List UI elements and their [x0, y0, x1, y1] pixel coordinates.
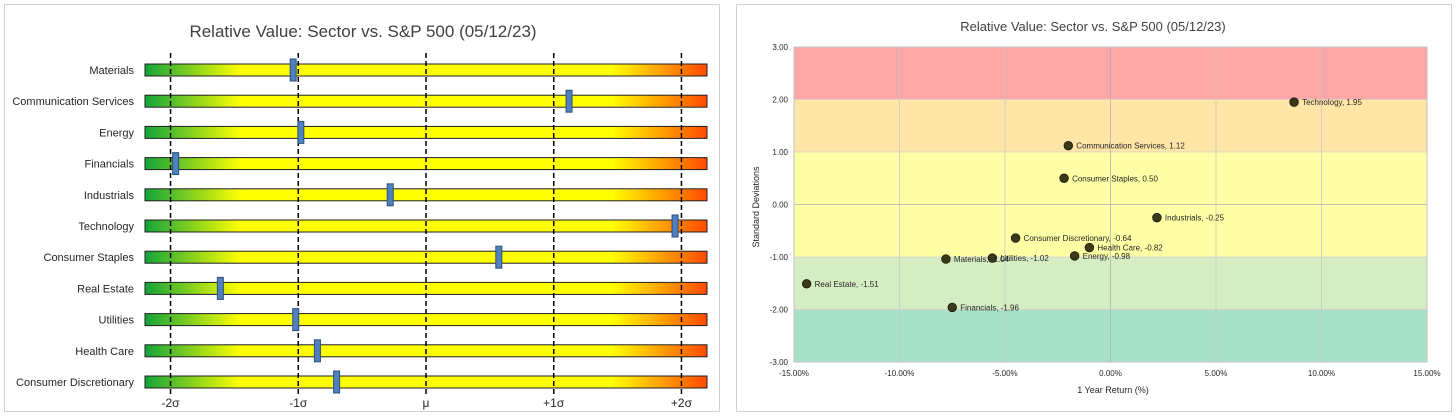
- relative-value-marker: [313, 339, 321, 363]
- y-tick-label: 1.00: [772, 148, 788, 157]
- sector-label: Utilities: [99, 315, 135, 327]
- sector-data-label: Materials, -1.04: [954, 255, 1010, 264]
- x-tick-label: 15.00%: [1413, 369, 1440, 378]
- sector-data-point: [801, 279, 812, 289]
- sigma-tick-label: -2σ: [162, 396, 181, 410]
- sector-label: Materials: [89, 65, 134, 77]
- sector-data-label: Industrials, -0.25: [1165, 214, 1225, 223]
- scatter-chart-title: Relative Value: Sector vs. S&P 500 (05/1…: [960, 19, 1225, 34]
- sector-data-label: Financials, -1.96: [960, 303, 1019, 312]
- plot-area-border: [793, 46, 1428, 363]
- y-tick-label: -2.00: [770, 306, 789, 315]
- relative-value-marker: [297, 120, 305, 144]
- y-tick-label: 2.00: [772, 96, 788, 105]
- sector-label: Health Care: [75, 346, 134, 358]
- sector-data-point: [1069, 251, 1080, 261]
- relative-value-marker: [172, 152, 180, 176]
- sector-label: Technology: [78, 221, 134, 233]
- x-tick-label: 0.00%: [1099, 369, 1122, 378]
- relative-value-marker: [671, 214, 679, 238]
- sector-data-label: Communication Services, 1.12: [1076, 142, 1185, 151]
- sigma-tick-label: -1σ: [289, 396, 308, 410]
- bar-chart-title: Relative Value: Sector vs. S&P 500 (05/1…: [189, 22, 536, 41]
- relative-value-marker: [292, 308, 300, 332]
- x-tick-label: -5.00%: [992, 369, 1017, 378]
- scatter-y-axis-label: Standard Deviations: [751, 166, 761, 248]
- relative-value-marker: [565, 89, 573, 113]
- relative-value-marker: [386, 183, 394, 207]
- x-tick-label: 5.00%: [1205, 369, 1228, 378]
- relative-value-marker: [495, 245, 503, 269]
- x-tick-label: -15.00%: [779, 369, 809, 378]
- y-tick-label: -1.00: [770, 253, 789, 262]
- y-tick-label: -3.00: [770, 358, 789, 367]
- sector-data-label: Health Care, -0.82: [1097, 244, 1163, 253]
- sector-label: Consumer Staples: [44, 252, 135, 264]
- sector-data-label: Technology, 1.95: [1302, 98, 1362, 107]
- sector-data-label: Consumer Staples, 0.50: [1072, 174, 1158, 183]
- sector-data-point: [1059, 173, 1069, 183]
- sector-label: Financials: [84, 159, 134, 171]
- sector-data-point: [947, 302, 957, 313]
- sector-data-label: Real Estate, -1.51: [815, 280, 880, 289]
- sector-data-point: [1010, 233, 1021, 243]
- sector-data-label: Utilities, -1.02: [1000, 254, 1049, 263]
- x-tick-label: -10.00%: [885, 369, 915, 378]
- x-tick-label: 10.00%: [1308, 369, 1335, 378]
- relative-value-marker: [289, 58, 297, 82]
- sector-label: Communication Services: [12, 96, 134, 108]
- scatter-x-axis-label: 1 Year Return (%): [1077, 385, 1149, 395]
- sector-data-label: Consumer Discretionary, -0.64: [1024, 234, 1132, 243]
- sector-data-label: Energy, -0.98: [1083, 252, 1131, 261]
- sigma-tick-label: μ: [423, 396, 430, 410]
- sector-data-point: [1063, 140, 1074, 151]
- sector-label: Energy: [99, 127, 134, 139]
- relative-value-bar-chart-panel: Relative Value: Sector vs. S&P 500 (05/1…: [4, 4, 720, 412]
- scatter-chart-svg: Relative Value: Sector vs. S&P 500 (05/1…: [751, 19, 1441, 395]
- bar-chart-svg: Relative Value: Sector vs. S&P 500 (05/1…: [12, 22, 708, 410]
- relative-value-scatter-chart-panel: Relative Value: Sector vs. S&P 500 (05/1…: [736, 4, 1452, 412]
- sector-data-point: [1289, 97, 1299, 107]
- sector-data-point: [941, 254, 951, 264]
- sector-data-point: [987, 253, 998, 263]
- relative-value-marker: [216, 276, 224, 300]
- sector-data-point: [1084, 242, 1095, 253]
- y-tick-label: 0.00: [772, 201, 788, 210]
- y-tick-label: 3.00: [772, 43, 788, 52]
- relative-value-marker: [333, 370, 341, 394]
- sector-label: Consumer Discretionary: [16, 377, 134, 389]
- sector-data-point: [1152, 212, 1162, 223]
- sector-label: Real Estate: [77, 283, 134, 295]
- sigma-tick-label: +1σ: [543, 396, 565, 410]
- sector-label: Industrials: [84, 190, 135, 202]
- sigma-tick-label: +2σ: [671, 396, 693, 410]
